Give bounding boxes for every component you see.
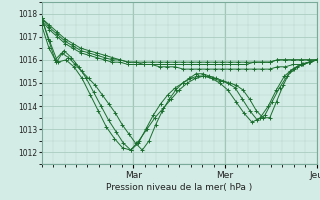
X-axis label: Pression niveau de la mer( hPa ): Pression niveau de la mer( hPa ) [106, 183, 252, 192]
